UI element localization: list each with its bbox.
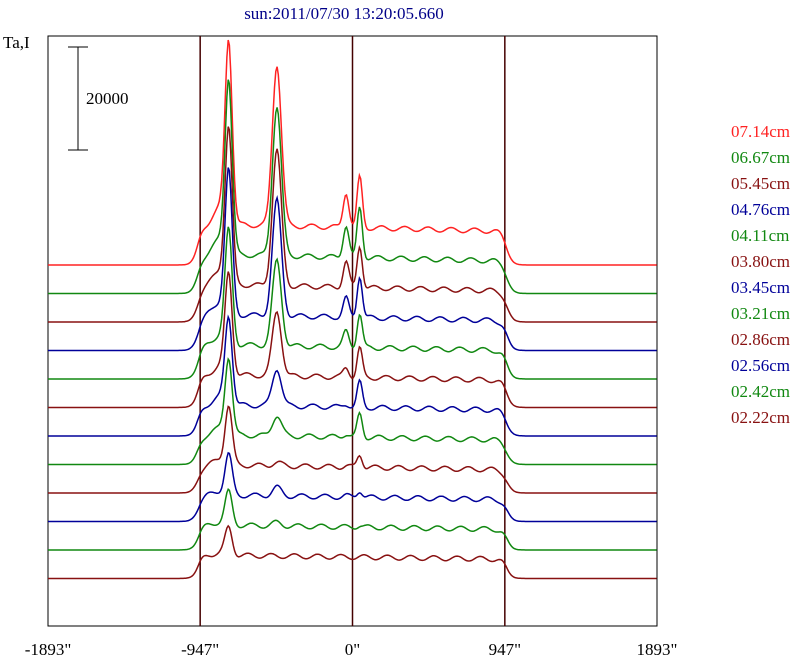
legend-label: 05.45cm [731, 174, 790, 193]
spectrum-line [48, 39, 657, 266]
chart-title: sun:2011/07/30 13:20:05.660 [244, 4, 444, 23]
x-tick-label: 947" [489, 640, 521, 659]
legend-label: 04.76cm [731, 200, 790, 219]
x-tick-label: 0" [345, 640, 360, 659]
scale-bar: 20000 [68, 46, 129, 151]
legend-label: 07.14cm [731, 122, 790, 141]
spectrum-line [48, 167, 657, 352]
spectrum-line [48, 488, 657, 551]
x-tick-label: -1893" [25, 640, 72, 659]
y-axis-label: Ta,I [3, 33, 30, 52]
x-tick-labels: -1893" -947" 0" 947" 1893" [25, 640, 678, 659]
spectra [48, 39, 657, 580]
spectrum-line [48, 79, 657, 295]
spectrum-line [48, 271, 657, 409]
spectrum-line [48, 314, 657, 437]
spectrum-line [48, 357, 657, 466]
spectrum-line [48, 524, 657, 580]
legend-label: 03.45cm [731, 278, 790, 297]
spectrum-line [48, 451, 657, 523]
legend-label: 04.11cm [731, 226, 789, 245]
spectrum-line [48, 226, 657, 380]
legend: 07.14cm 06.67cm 05.45cm 04.76cm 04.11cm 03.80… [731, 122, 790, 427]
vertical-markers [199, 36, 506, 626]
legend-label: 03.21cm [731, 304, 790, 323]
legend-label: 06.67cm [731, 148, 790, 167]
legend-label: 02.42cm [731, 382, 790, 401]
legend-label: 02.22cm [731, 408, 790, 427]
legend-label: 03.80cm [731, 252, 790, 271]
spectrum-line [48, 405, 657, 494]
legend-label: 02.56cm [731, 356, 790, 375]
x-tick-label: -947" [181, 640, 219, 659]
x-tick-label: 1893" [637, 640, 678, 659]
scale-bar-label: 20000 [86, 89, 129, 108]
spectrum-line [48, 126, 657, 323]
legend-label: 02.86cm [731, 330, 790, 349]
